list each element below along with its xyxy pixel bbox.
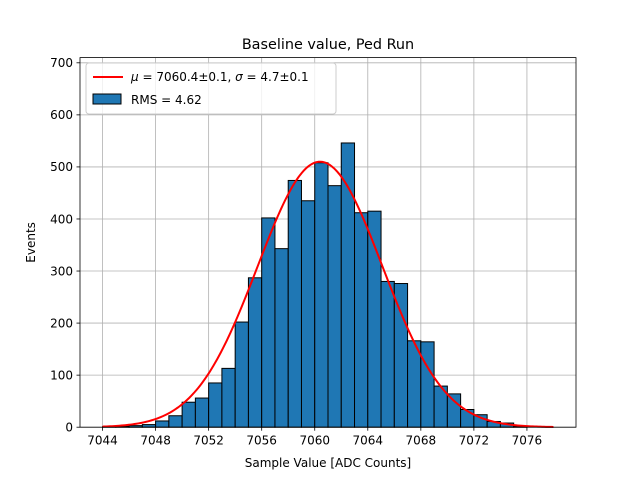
x-axis-label: Sample Value [ADC Counts] xyxy=(245,456,411,470)
x-tick-label: 7076 xyxy=(512,434,543,448)
x-tick-label: 7060 xyxy=(299,434,330,448)
x-tick-label: 7044 xyxy=(87,434,118,448)
plot-frame xyxy=(79,57,577,428)
histogram-bar xyxy=(420,341,435,428)
histogram-bar xyxy=(287,179,302,428)
histogram-bar xyxy=(300,200,316,428)
y-tick-label: 700 xyxy=(50,56,73,70)
y-axis-ticks: 0 100 200 300 400 500 600 700 xyxy=(50,56,80,435)
y-tick-label: 0 xyxy=(65,421,73,435)
histogram-bar xyxy=(155,420,170,428)
legend: μ = 7060.4±0.1, σ = 4.7±0.1 RMS = 4.62 xyxy=(85,62,337,115)
legend-fit-sigma-symbol: σ xyxy=(235,70,243,84)
y-axis-label: Events xyxy=(24,222,38,263)
histogram-bar xyxy=(393,283,409,428)
legend-histogram-label: RMS = 4.62 xyxy=(131,93,202,107)
x-tick-label: 7072 xyxy=(459,434,490,448)
x-tick-label: 7064 xyxy=(353,434,384,448)
x-tick-label: 7068 xyxy=(406,434,437,448)
x-axis-ticks: 7044 7048 7052 7056 7060 7064 7068 7072 7076 xyxy=(87,427,542,448)
legend-fit-mu-value: = 7060.4±0.1, xyxy=(139,70,235,84)
histogram-bars xyxy=(102,142,528,428)
y-tick-label: 200 xyxy=(50,316,73,330)
y-tick-label: 400 xyxy=(50,212,73,226)
y-tick-label: 600 xyxy=(50,108,73,122)
x-tick-label: 7048 xyxy=(140,434,171,448)
histogram-bar xyxy=(380,280,395,428)
histogram-bar xyxy=(208,382,223,428)
y-tick-label: 100 xyxy=(50,368,73,382)
histogram-bar xyxy=(327,185,342,428)
x-tick-label: 7056 xyxy=(246,434,277,448)
histogram-bar xyxy=(460,409,475,428)
legend-fit-mu-symbol: μ xyxy=(130,70,139,84)
legend-fit-sigma-value: = 4.7±0.1 xyxy=(243,70,309,84)
histogram-bar xyxy=(221,367,236,428)
legend-frame xyxy=(85,62,337,115)
legend-histogram-swatch xyxy=(92,93,122,105)
histogram-bar xyxy=(194,397,210,428)
y-tick-label: 300 xyxy=(50,264,73,278)
histogram-bar xyxy=(234,321,249,428)
histogram-bar xyxy=(314,162,329,428)
legend-fit-label: μ = 7060.4±0.1, σ = 4.7±0.1 xyxy=(130,70,309,84)
histogram-bar xyxy=(274,248,289,428)
fit-curve xyxy=(102,160,554,428)
histogram-bar xyxy=(446,393,462,428)
histogram-bar xyxy=(354,212,369,428)
histogram-bar xyxy=(181,401,196,428)
histogram-bar xyxy=(168,415,183,428)
y-tick-label: 500 xyxy=(50,160,73,174)
chart-title: Baseline value, Ped Run xyxy=(242,37,414,53)
histogram-bar xyxy=(247,277,263,428)
x-tick-label: 7052 xyxy=(193,434,224,448)
